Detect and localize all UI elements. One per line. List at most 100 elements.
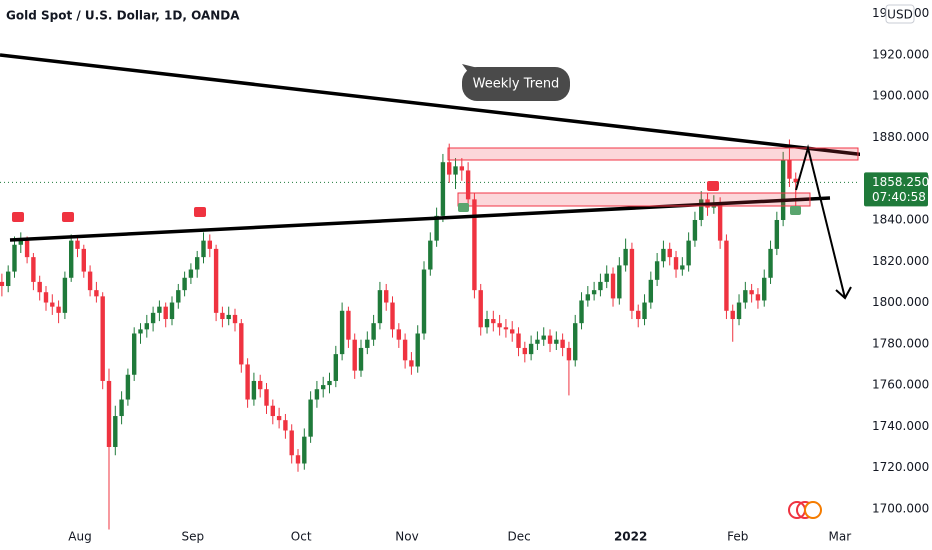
candle-body — [68, 240, 74, 278]
candle-body — [62, 277, 68, 313]
candle-body — [314, 389, 320, 400]
candle-body — [749, 290, 754, 295]
candle-body — [478, 290, 483, 328]
annotation-bubble — [462, 67, 570, 101]
trend-line — [9, 196, 831, 242]
candle-body — [100, 296, 105, 381]
candle-body — [396, 329, 402, 340]
trend-line — [0, 53, 867, 157]
zone-box — [457, 192, 811, 207]
candle-body — [560, 339, 565, 348]
candle-body — [428, 240, 433, 270]
candle-body — [352, 339, 357, 371]
candle-body — [566, 347, 572, 361]
candle-body — [472, 199, 477, 291]
candle-body — [686, 240, 691, 266]
candle-body — [415, 333, 420, 367]
candle-body — [195, 257, 200, 270]
y-tick-label: 1760.000 — [872, 378, 929, 392]
candle-body — [459, 166, 465, 171]
candle-body — [384, 290, 389, 303]
candle-body — [528, 343, 534, 355]
sell-flag — [62, 212, 74, 222]
candle-body — [220, 312, 225, 320]
candle-body — [390, 302, 395, 330]
candle-body — [94, 290, 99, 297]
x-tick-label: Sep — [181, 530, 204, 544]
candle-body — [169, 302, 175, 320]
candle-body — [642, 302, 647, 320]
sell-flag — [12, 212, 24, 222]
candle-body — [673, 257, 679, 270]
sell-flag — [194, 207, 206, 217]
countdown-label: 07:40:58 — [872, 190, 926, 204]
candle-body — [699, 199, 704, 220]
candle-body — [50, 302, 55, 307]
candle-body — [113, 416, 118, 447]
candle-body — [302, 436, 307, 464]
candle-body — [535, 339, 540, 344]
candle-body — [585, 294, 591, 301]
y-tick-label: 1700.000 — [872, 501, 929, 515]
candle-body — [0, 281, 5, 287]
candle-body — [31, 257, 36, 282]
candle-body — [497, 323, 502, 328]
candle-body — [283, 420, 288, 431]
candle-body — [787, 160, 792, 179]
last-price-label: 1858.250 — [872, 175, 929, 189]
icon — [804, 501, 822, 519]
candle-body — [213, 248, 219, 313]
candle-body — [12, 244, 17, 272]
candle-body — [680, 265, 685, 270]
y-tick-label: 1780.000 — [872, 336, 929, 350]
candle-body — [667, 248, 672, 258]
candle-body — [629, 248, 635, 311]
candle-body — [176, 290, 181, 303]
x-tick-label: 2022 — [614, 530, 647, 544]
candle-body — [717, 203, 723, 241]
candle-body — [654, 261, 660, 280]
x-axis: Aug Sep Oct Nov Dec 2022 Feb Mar — [68, 530, 851, 544]
candle-body — [503, 327, 509, 330]
candle-body — [138, 329, 143, 334]
buy-flag — [790, 206, 801, 215]
candles — [0, 139, 860, 530]
candle-body — [150, 312, 156, 324]
candle-body — [730, 310, 735, 320]
candle-body — [793, 178, 798, 183]
candle-body — [522, 347, 528, 355]
currency-badge — [885, 4, 915, 24]
candle-body — [510, 329, 515, 334]
candle-body — [226, 314, 231, 320]
annotation: Weekly Trend — [473, 77, 560, 92]
candle-body — [453, 166, 458, 175]
candle-body — [81, 248, 86, 272]
candle-body — [346, 310, 351, 340]
last-price-box — [864, 172, 928, 207]
candle-body — [56, 306, 61, 313]
y-tick-label: 1880.000 — [872, 130, 929, 144]
candle-body — [768, 248, 773, 278]
candle-body — [491, 319, 496, 324]
candle-body — [648, 279, 654, 303]
projection-arrow — [795, 144, 846, 299]
candle-body — [617, 265, 622, 299]
candle-body — [75, 240, 80, 249]
price-axis — [860, 0, 932, 550]
candle-body — [358, 347, 364, 371]
candle-body — [37, 281, 42, 293]
candle-body — [188, 269, 194, 278]
candle-body — [762, 277, 767, 301]
candle-body — [270, 405, 276, 417]
y-tick-label: 1740.000 — [872, 419, 929, 433]
candle-body — [308, 399, 313, 437]
candle-body — [541, 335, 546, 340]
x-tick-label: Nov — [395, 530, 418, 544]
buy-flag — [458, 203, 469, 212]
candle-body — [692, 219, 698, 241]
candle-body — [232, 314, 238, 324]
candle-body — [661, 248, 666, 262]
candle-body — [264, 389, 269, 406]
candle-body — [516, 333, 521, 348]
